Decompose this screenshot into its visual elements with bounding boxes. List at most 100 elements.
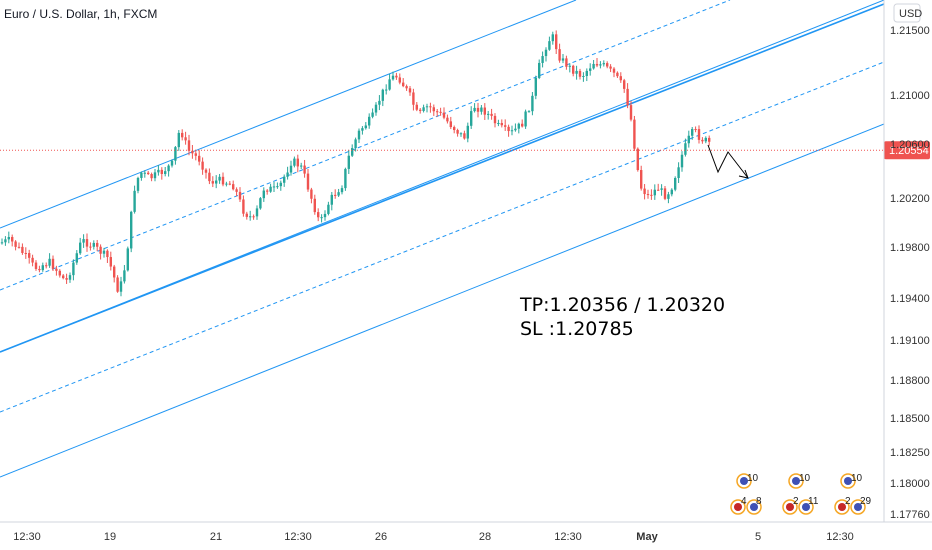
candle-body bbox=[28, 253, 31, 258]
candle bbox=[286, 166, 289, 180]
channel-line-4 bbox=[0, 61, 885, 413]
x-tick-label: 21 bbox=[210, 531, 222, 543]
x-tick-label: 28 bbox=[479, 531, 491, 543]
candle bbox=[354, 137, 357, 152]
candle bbox=[51, 255, 55, 272]
candle-body bbox=[55, 268, 58, 271]
candle-body bbox=[694, 129, 697, 131]
candle-body bbox=[453, 127, 456, 131]
candle bbox=[680, 151, 684, 172]
candle-body bbox=[75, 253, 78, 263]
candle-body bbox=[92, 242, 95, 247]
candle bbox=[351, 144, 354, 157]
candle bbox=[113, 264, 116, 283]
candle-body bbox=[544, 49, 548, 57]
candle-body bbox=[289, 165, 293, 173]
candle-body bbox=[221, 176, 225, 185]
candle bbox=[194, 149, 197, 161]
candle bbox=[313, 194, 316, 215]
event-count-top: 10 bbox=[747, 473, 759, 484]
candle-body bbox=[160, 169, 163, 175]
candle bbox=[96, 239, 99, 252]
candle bbox=[616, 71, 619, 78]
candle-body bbox=[38, 268, 41, 271]
candle bbox=[429, 102, 432, 113]
candle-body bbox=[96, 242, 99, 247]
candle bbox=[684, 138, 687, 157]
y-tick-label: 1.21500 bbox=[890, 25, 930, 37]
candle-body bbox=[269, 186, 272, 192]
candle bbox=[371, 108, 374, 119]
event-flag-icon bbox=[802, 503, 810, 511]
candle bbox=[517, 122, 520, 134]
candle bbox=[293, 156, 296, 168]
candle bbox=[198, 150, 201, 166]
candle bbox=[595, 58, 599, 68]
candle-body bbox=[646, 194, 650, 196]
candle-body bbox=[456, 130, 459, 134]
candle-body bbox=[643, 188, 646, 195]
projection-arrowhead bbox=[738, 169, 749, 179]
candle bbox=[660, 184, 663, 196]
candle bbox=[657, 183, 660, 191]
candle-body bbox=[517, 123, 520, 129]
candle-body bbox=[442, 112, 446, 118]
candle-body bbox=[174, 147, 177, 161]
y-tick-label: 1.17760 bbox=[890, 509, 930, 521]
channel-lines bbox=[0, 0, 885, 478]
candle-body bbox=[79, 242, 82, 254]
candle-body bbox=[218, 176, 221, 181]
candle bbox=[391, 71, 395, 81]
candle bbox=[589, 63, 592, 76]
candle-body bbox=[548, 41, 551, 50]
candle bbox=[432, 104, 435, 116]
candle-body bbox=[191, 150, 194, 154]
candle-body bbox=[0, 242, 4, 244]
candle bbox=[504, 119, 507, 131]
candle bbox=[340, 185, 344, 195]
candle bbox=[381, 88, 384, 107]
candle-body bbox=[374, 104, 378, 113]
candle-body bbox=[606, 63, 609, 67]
candle-body bbox=[303, 165, 306, 174]
candle-body bbox=[636, 148, 639, 171]
candle-body bbox=[572, 65, 575, 74]
candle bbox=[602, 60, 605, 67]
candle-body bbox=[198, 155, 201, 162]
candle bbox=[228, 181, 231, 186]
candle bbox=[419, 107, 422, 114]
candle bbox=[466, 122, 469, 143]
candle bbox=[147, 170, 150, 176]
candle-body bbox=[640, 170, 643, 189]
candle-body bbox=[266, 190, 269, 192]
candle-body bbox=[41, 265, 44, 271]
x-tick-label: 12:30 bbox=[13, 531, 41, 543]
candle-body bbox=[446, 117, 449, 122]
candle bbox=[238, 187, 242, 202]
candle bbox=[623, 78, 626, 93]
candle-body bbox=[490, 113, 493, 116]
candle bbox=[442, 107, 446, 120]
candle bbox=[449, 116, 452, 130]
candle bbox=[551, 31, 554, 45]
candle-body bbox=[323, 213, 327, 218]
x-tick-label: 12:30 bbox=[284, 531, 312, 543]
candle-body bbox=[99, 246, 102, 254]
candle bbox=[259, 197, 262, 210]
candle bbox=[694, 126, 697, 133]
candle-body bbox=[72, 262, 75, 276]
candle-body bbox=[371, 112, 374, 117]
candle bbox=[211, 176, 214, 188]
candle bbox=[619, 72, 622, 83]
candle-body bbox=[436, 111, 439, 113]
candle bbox=[480, 105, 483, 115]
candle-body bbox=[21, 246, 24, 253]
candle-body bbox=[398, 77, 401, 83]
candle bbox=[334, 189, 337, 199]
candle-body bbox=[589, 68, 592, 71]
candle-body bbox=[119, 281, 123, 292]
candle-body bbox=[259, 198, 262, 209]
candle bbox=[459, 132, 463, 137]
candle-body bbox=[255, 208, 259, 217]
